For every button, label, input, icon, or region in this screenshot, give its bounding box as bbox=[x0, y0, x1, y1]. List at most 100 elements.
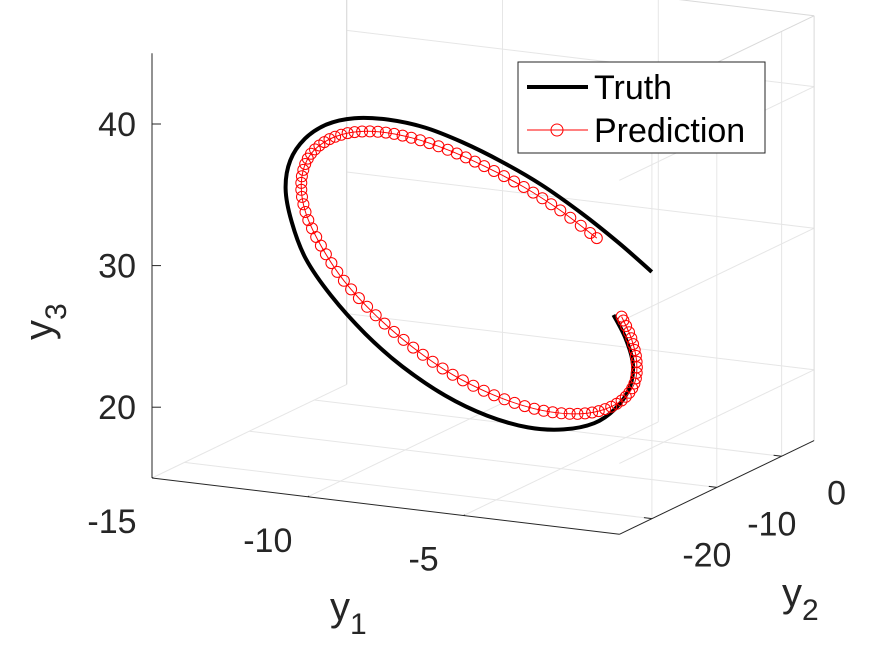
z-tick-label: 20 bbox=[98, 389, 136, 427]
series-marker-prediction bbox=[299, 158, 312, 170]
series-marker-prediction bbox=[571, 407, 584, 420]
x-tick-label: -10 bbox=[243, 522, 292, 560]
x-tick-mark bbox=[463, 514, 466, 516]
series-marker-prediction bbox=[299, 206, 312, 218]
series-marker-prediction bbox=[546, 406, 559, 419]
side-wall-grid-z bbox=[619, 227, 815, 323]
series-marker-prediction bbox=[625, 332, 638, 345]
series-line-prediction bbox=[300, 130, 638, 415]
series-marker-prediction bbox=[405, 131, 418, 144]
y-tick-label: -10 bbox=[747, 506, 796, 544]
x-axis-label: y1 bbox=[330, 585, 367, 641]
series-marker-prediction bbox=[545, 198, 558, 211]
series-marker-prediction bbox=[297, 163, 310, 176]
series-marker-prediction bbox=[309, 143, 321, 156]
x-tick-label: -5 bbox=[408, 541, 438, 579]
y-tick-label: 0 bbox=[827, 474, 846, 512]
series-marker-prediction bbox=[329, 130, 342, 143]
series-marker-prediction bbox=[295, 170, 308, 183]
box-edge-back-top bbox=[678, 0, 815, 17]
series-marker-prediction bbox=[564, 211, 577, 224]
series-marker-prediction bbox=[517, 181, 530, 193]
series-marker-prediction bbox=[426, 355, 439, 368]
series-marker-prediction bbox=[337, 274, 350, 287]
floor-grid-x bbox=[151, 383, 347, 479]
series-marker-prediction bbox=[295, 183, 308, 196]
series-marker-prediction bbox=[352, 292, 365, 305]
series-marker-prediction bbox=[584, 227, 597, 239]
series-marker-prediction bbox=[378, 317, 391, 330]
legend-truth-label: Truth bbox=[594, 69, 672, 107]
series-marker-prediction bbox=[554, 204, 567, 217]
series-truth bbox=[283, 115, 654, 432]
series-marker-prediction bbox=[414, 134, 427, 147]
series-marker-prediction bbox=[416, 348, 429, 361]
series-marker-prediction bbox=[397, 333, 410, 346]
y-tick-label: -20 bbox=[682, 537, 731, 575]
series-marker-prediction bbox=[301, 152, 314, 165]
series-marker-prediction bbox=[396, 129, 409, 142]
series-marker-prediction bbox=[456, 374, 469, 387]
series-marker-prediction bbox=[407, 341, 420, 354]
x-tick-label: -15 bbox=[87, 503, 136, 541]
series-marker-prediction bbox=[363, 125, 376, 138]
series-prediction bbox=[295, 125, 643, 420]
tick-labels: 20 30 40 -15 -10 -5 -20 -10 0 bbox=[87, 106, 846, 579]
z-tick-label: 40 bbox=[98, 106, 136, 144]
z-tick-label: 30 bbox=[98, 248, 136, 286]
series-marker-prediction bbox=[488, 389, 501, 402]
series-marker-prediction bbox=[579, 407, 591, 420]
series-marker-prediction bbox=[296, 190, 308, 203]
series-marker-prediction bbox=[297, 198, 310, 211]
series-marker-prediction bbox=[623, 326, 635, 339]
series-marker-prediction bbox=[477, 384, 490, 397]
series-marker-prediction bbox=[446, 368, 459, 381]
y-tick-mark bbox=[643, 517, 652, 520]
y-axis-label: y2 bbox=[782, 571, 819, 627]
legend-prediction-marker bbox=[550, 123, 564, 137]
series-marker-prediction bbox=[388, 127, 401, 140]
series-marker-prediction bbox=[628, 344, 641, 356]
floor-grid-y bbox=[249, 430, 717, 488]
series-marker-prediction bbox=[313, 139, 326, 152]
series-marker-prediction bbox=[488, 165, 500, 177]
series-marker-prediction bbox=[627, 338, 640, 351]
series-layer bbox=[283, 115, 654, 432]
x-axis-line bbox=[151, 477, 620, 535]
series-marker-prediction bbox=[467, 379, 480, 392]
series-marker-prediction bbox=[371, 125, 384, 138]
series-marker-prediction bbox=[498, 170, 510, 183]
series-line-truth bbox=[283, 115, 654, 432]
series-marker-prediction bbox=[555, 407, 568, 420]
series-marker-prediction bbox=[302, 214, 315, 227]
series-marker-prediction bbox=[436, 362, 449, 375]
series-marker-prediction bbox=[528, 402, 541, 415]
series-marker-prediction bbox=[536, 192, 549, 205]
series-marker-prediction bbox=[630, 355, 643, 368]
series-marker-prediction bbox=[605, 400, 618, 413]
series-marker-prediction bbox=[615, 310, 628, 323]
x-tick-mark bbox=[307, 495, 310, 498]
floor-grid-y bbox=[184, 461, 652, 520]
series-marker-prediction bbox=[574, 219, 587, 232]
series-marker-prediction bbox=[341, 127, 354, 140]
legend-box bbox=[517, 61, 766, 154]
legend: Truth Prediction bbox=[517, 61, 766, 154]
series-marker-prediction bbox=[345, 283, 358, 296]
z-axis-label: y3 bbox=[17, 303, 73, 340]
series-marker-prediction bbox=[379, 126, 392, 139]
series-marker-prediction bbox=[432, 140, 445, 153]
back-wall-grid-z bbox=[346, 313, 815, 371]
legend-prediction-label: Prediction bbox=[594, 112, 745, 150]
y-tick-mark bbox=[708, 485, 717, 488]
series-marker-prediction bbox=[537, 404, 550, 417]
series-marker-prediction bbox=[563, 407, 576, 420]
series-marker-prediction bbox=[369, 309, 382, 322]
series-marker-prediction bbox=[325, 257, 338, 270]
series-marker-prediction bbox=[295, 176, 308, 189]
series-marker-prediction bbox=[423, 137, 436, 150]
series-marker-prediction bbox=[527, 186, 540, 199]
series-marker-prediction bbox=[361, 300, 374, 313]
series-marker-prediction bbox=[592, 405, 605, 418]
